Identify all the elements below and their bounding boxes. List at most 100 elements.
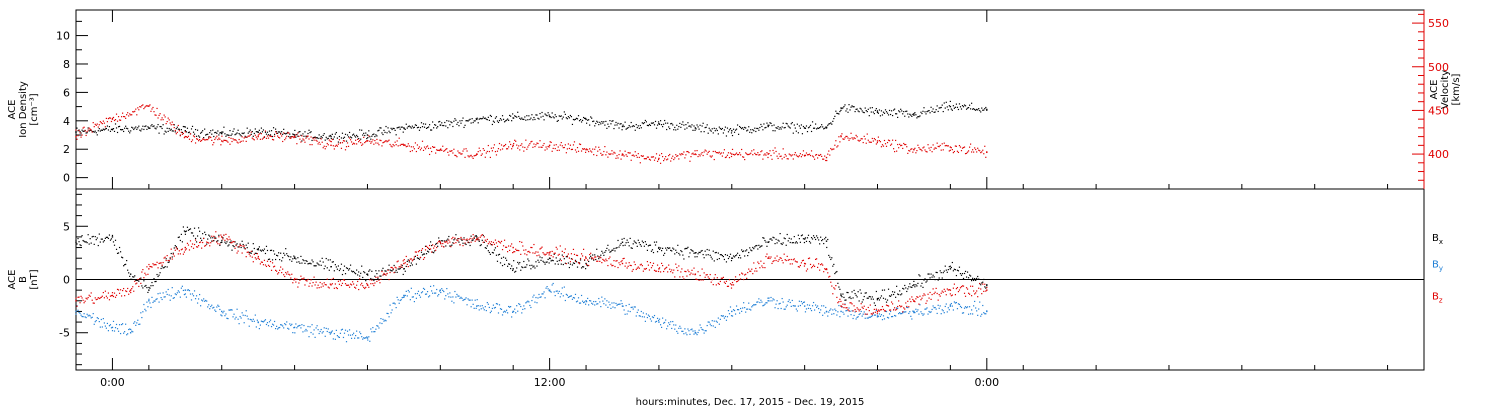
bx-point bbox=[177, 236, 179, 239]
bz-point bbox=[757, 261, 759, 263]
by-point bbox=[479, 305, 481, 307]
density-point bbox=[636, 126, 638, 129]
bx-point bbox=[698, 251, 700, 253]
velocity-point bbox=[898, 147, 900, 149]
bz-point bbox=[438, 240, 440, 242]
density-point bbox=[965, 108, 968, 110]
by-point bbox=[164, 296, 166, 298]
bz-point bbox=[454, 237, 456, 239]
density-point bbox=[632, 125, 634, 127]
bx-point bbox=[785, 244, 787, 246]
by-point bbox=[373, 331, 375, 333]
by-point bbox=[428, 295, 431, 297]
bx-point bbox=[751, 250, 753, 252]
by-point bbox=[440, 291, 442, 294]
by-point bbox=[732, 309, 735, 311]
bx-point bbox=[657, 247, 660, 249]
by-point bbox=[569, 295, 572, 297]
velocity-point bbox=[655, 153, 658, 155]
by-point bbox=[829, 309, 831, 311]
by-point bbox=[837, 311, 839, 313]
velocity-point bbox=[974, 147, 976, 149]
velocity-point bbox=[128, 115, 130, 117]
by-point bbox=[332, 338, 334, 340]
velocity-point bbox=[393, 145, 395, 147]
by-point bbox=[372, 326, 374, 329]
bz-point bbox=[525, 249, 527, 251]
bx-point bbox=[942, 272, 944, 274]
bx-point bbox=[358, 271, 360, 273]
bz-point bbox=[119, 289, 122, 291]
bx-point bbox=[756, 244, 758, 247]
by-point bbox=[551, 284, 553, 286]
bz-point bbox=[714, 274, 716, 276]
bx-point bbox=[178, 236, 180, 238]
bz-point bbox=[530, 246, 532, 249]
by-point bbox=[536, 302, 538, 304]
by-point bbox=[598, 297, 600, 300]
density-point bbox=[420, 122, 423, 124]
velocity-point bbox=[879, 141, 882, 143]
bz-point bbox=[766, 253, 768, 255]
by-point bbox=[358, 337, 360, 339]
velocity-point bbox=[887, 139, 890, 141]
velocity-point bbox=[708, 150, 710, 153]
bx-point bbox=[744, 255, 746, 257]
velocity-point bbox=[395, 144, 397, 146]
bx-point bbox=[872, 298, 874, 300]
velocity-point bbox=[725, 156, 728, 158]
by-point bbox=[871, 315, 873, 317]
bz-point bbox=[764, 267, 766, 269]
bz-point bbox=[779, 257, 781, 259]
density-point bbox=[770, 122, 772, 125]
velocity-point bbox=[321, 141, 323, 143]
density-point bbox=[704, 126, 706, 129]
bz-point bbox=[508, 245, 510, 247]
bz-point bbox=[708, 277, 710, 280]
bz-point bbox=[832, 293, 834, 295]
bx-point bbox=[428, 248, 431, 251]
velocity-point bbox=[286, 135, 288, 138]
bz-point bbox=[514, 251, 516, 253]
density-point bbox=[980, 111, 982, 113]
by-point bbox=[190, 299, 193, 301]
velocity-point bbox=[831, 149, 833, 151]
bx-point bbox=[81, 235, 83, 237]
bz-point bbox=[210, 242, 212, 244]
bx-point bbox=[162, 267, 164, 269]
by-point bbox=[615, 302, 617, 305]
bx-point bbox=[535, 261, 537, 263]
by-point bbox=[721, 315, 723, 317]
bz-point bbox=[375, 276, 377, 278]
density-point bbox=[476, 117, 478, 119]
by-point bbox=[191, 293, 194, 295]
by-point bbox=[287, 327, 289, 329]
velocity-point bbox=[929, 149, 931, 151]
by-point bbox=[788, 299, 790, 301]
velocity-point bbox=[257, 135, 259, 138]
bx-point bbox=[945, 269, 947, 271]
density-point bbox=[221, 131, 223, 133]
velocity-point bbox=[180, 131, 182, 133]
density-point bbox=[828, 123, 830, 125]
bz-point bbox=[758, 262, 760, 265]
density-point bbox=[298, 131, 300, 133]
bx-point bbox=[915, 284, 917, 286]
velocity-point bbox=[752, 154, 754, 156]
density-point bbox=[138, 125, 140, 127]
bx-point bbox=[343, 265, 346, 267]
bx-point bbox=[279, 259, 281, 261]
by-point bbox=[327, 328, 329, 330]
bx-point bbox=[884, 298, 887, 300]
bz-point bbox=[123, 287, 125, 290]
velocity-point bbox=[171, 121, 173, 123]
velocity-point bbox=[537, 142, 539, 145]
bz-point bbox=[487, 243, 489, 245]
velocity-point bbox=[686, 150, 688, 153]
bz-point bbox=[423, 256, 426, 259]
velocity-point bbox=[300, 141, 302, 143]
by-point bbox=[605, 304, 607, 306]
bz-point bbox=[660, 262, 663, 264]
velocity-point bbox=[79, 132, 81, 134]
bz-point bbox=[914, 301, 916, 303]
